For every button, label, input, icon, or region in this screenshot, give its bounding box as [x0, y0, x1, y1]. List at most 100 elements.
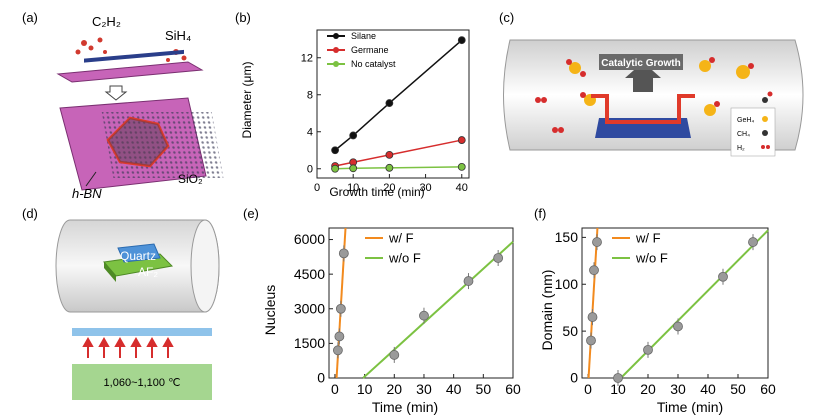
y-tick-label: 0: [317, 370, 325, 386]
x-tick-label: 60: [505, 381, 521, 397]
legend-entry: No catalyst: [351, 59, 396, 69]
legend-ch4: CH₄: [737, 131, 750, 138]
plot-frame: [316, 29, 470, 179]
data-point: [385, 163, 394, 172]
data-point: [333, 345, 343, 356]
data-point: [457, 136, 466, 144]
x-tick-label: 50: [476, 381, 492, 397]
x-tick-label: 20: [387, 381, 403, 397]
panel-c-label: (c): [499, 10, 514, 25]
temperature-label: 1,060~1,100 ℃: [104, 377, 181, 389]
legend-h2: H₂: [737, 145, 745, 152]
data-point: [349, 131, 358, 140]
heat-arrows: [82, 336, 174, 358]
y-tick-label: 150: [555, 229, 579, 245]
panel-e-chart: (e) Nucleus Time (min) 0 10 20 30 40 50 60 0 150…: [243, 206, 521, 415]
y-tick-label: 12: [301, 52, 313, 64]
y-tick-label: 3000: [294, 300, 325, 316]
y-tick-label: 100: [555, 276, 579, 292]
data-point: [457, 162, 466, 171]
gas-right-label: SiH₄: [165, 28, 191, 43]
y-tick-label: 8: [307, 89, 313, 101]
x-tick-label: 30: [670, 381, 686, 397]
data-point: [613, 373, 623, 383]
af2-side: [104, 262, 116, 282]
b-y-axis-label: Diameter (μm): [240, 62, 254, 139]
legend-entry: Germane: [351, 45, 389, 55]
x-tick-label: 60: [760, 381, 776, 397]
panel-e-label: (e): [243, 206, 259, 221]
data-point: [385, 150, 394, 159]
legend-marker: [333, 33, 339, 39]
material-pointer: [85, 171, 97, 187]
panel-a-label: (a): [22, 10, 38, 25]
banner-label: Catalytic Growth: [601, 58, 680, 69]
y-tick-label: 50: [562, 323, 578, 339]
series-line-0: [334, 39, 463, 151]
x-tick-label: 40: [456, 182, 468, 194]
substrate-label: SiO₂: [178, 172, 203, 186]
fit-line-0: [587, 227, 599, 379]
catalyst-molecules: [535, 57, 773, 133]
data-point: [587, 312, 598, 322]
panel-b-label: (b): [235, 10, 251, 25]
data-point: [331, 146, 339, 155]
af2-label: AF₂: [138, 265, 158, 279]
growth-outline: [591, 94, 695, 124]
x-tick-label: 10: [347, 182, 359, 194]
data-point: [643, 344, 653, 355]
data-point: [389, 350, 400, 360]
x-tick-label: 40: [700, 381, 716, 397]
panel-a-schematic: (a) C₂H₂ SiH₄ SiO₂ h-BN: [22, 10, 224, 200]
panel-c-illustration: (c) Catalytic Growth GeH₄ CH₄ H₂: [499, 10, 804, 157]
data-point: [718, 271, 728, 282]
gas-left-label: C₂H₂: [92, 14, 121, 29]
down-arrow-icon: [104, 85, 128, 101]
y-tick-label: 0: [570, 370, 578, 386]
data-point: [349, 164, 358, 173]
data-point: [385, 99, 394, 107]
data-point: [493, 253, 504, 263]
data-point: [457, 36, 466, 45]
panel-d-setup: (d) Quartz AF₂ 1,060~1,100 ℃: [22, 206, 220, 400]
legend-entry: w/o F: [635, 250, 668, 265]
data-point: [419, 310, 429, 321]
quartz-label: Quartz: [120, 249, 156, 263]
f-y-axis-label: Domain (nm): [539, 270, 555, 351]
x-tick-label: 20: [640, 381, 656, 397]
f-x-axis-label: Time (min): [657, 399, 723, 415]
data-point: [335, 303, 346, 314]
data-point: [334, 331, 345, 342]
hbn-strip: [84, 49, 184, 63]
x-tick-label: 20: [383, 182, 395, 194]
data-point: [673, 321, 683, 332]
legend-entry: w/ F: [635, 230, 661, 245]
substrate-top: [56, 61, 204, 83]
legend-entry: w/ F: [388, 230, 414, 245]
series-line-2: [335, 166, 462, 170]
x-tick-label: 30: [416, 381, 432, 397]
y-tick-label: 4: [307, 126, 313, 138]
hbn-domain-fill: [108, 118, 168, 166]
plot-frame: [581, 227, 769, 379]
x-tick-label: 0: [314, 182, 320, 194]
quartz-block: [117, 243, 161, 263]
data-point: [338, 248, 349, 259]
heater-block: [72, 364, 212, 400]
y-tick-label: 6000: [294, 231, 325, 247]
x-tick-label: 0: [331, 381, 339, 397]
data-point: [589, 265, 599, 276]
panel-f-label: (f): [534, 206, 546, 221]
series-line-1: [334, 139, 462, 167]
legend-marker: [333, 47, 339, 53]
legend-marker: [333, 61, 339, 67]
x-tick-label: 10: [357, 381, 373, 397]
banner-box: [599, 54, 683, 70]
x-tick-label: 10: [610, 381, 626, 397]
quartz-plate: [72, 328, 212, 336]
up-arrow-icon: [625, 62, 661, 92]
plot-frame: [328, 227, 514, 379]
material-label: h-BN: [72, 186, 102, 200]
legend-entry: w/o F: [388, 250, 421, 265]
e-x-axis-label: Time (min): [372, 399, 438, 415]
